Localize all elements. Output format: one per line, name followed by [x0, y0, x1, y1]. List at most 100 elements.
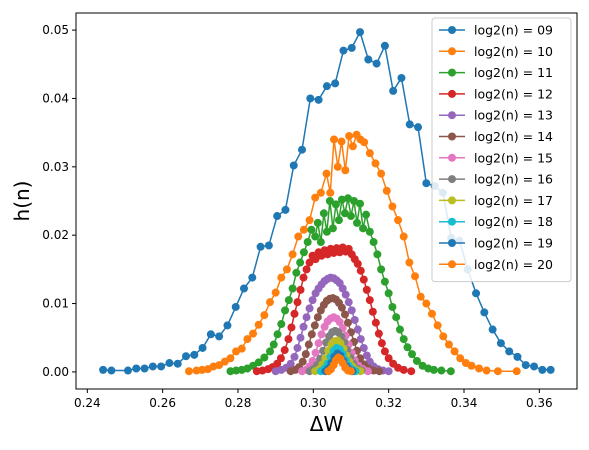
- legend-marker: [448, 260, 456, 269]
- legend-marker: [448, 26, 456, 34]
- data-point-log2-n-12-43: [399, 365, 408, 374]
- data-point-log2-n-09-24: [306, 94, 315, 103]
- data-point-log2-n-11-33: [353, 218, 362, 227]
- data-point-log2-n-11-16: [299, 248, 308, 257]
- data-point-log2-n-11-45: [395, 325, 404, 334]
- data-point-log2-n-14-7: [310, 321, 319, 330]
- y-tick-label: 0.05: [42, 23, 69, 37]
- legend-entry-log2-n-10: log2(n) = 10: [439, 44, 553, 59]
- legend-label: log2(n) = 17: [474, 193, 553, 208]
- data-point-log2-n-10-24: [322, 169, 331, 178]
- data-point-log2-n-15-12: [335, 318, 344, 326]
- data-point-log2-n-11-28: [337, 195, 346, 204]
- data-point-log2-n-10-46: [427, 309, 436, 318]
- data-point-log2-n-09-45: [480, 308, 489, 317]
- data-point-log2-n-10-27: [333, 162, 342, 171]
- data-point-log2-n-10-22: [311, 193, 320, 202]
- data-point-log2-n-09-10: [190, 350, 199, 359]
- data-point-log2-n-09-37: [414, 123, 423, 132]
- data-point-log2-n-10-18: [288, 250, 297, 259]
- data-point-log2-n-09-7: [165, 359, 174, 368]
- data-point-log2-n-10-25: [326, 188, 335, 197]
- data-point-log2-n-12-34: [365, 296, 374, 305]
- data-point-log2-n-10-44: [416, 292, 425, 301]
- x-tick-label: 0.26: [149, 396, 176, 410]
- data-point-log2-n-10-51: [456, 354, 465, 363]
- data-point-log2-n-11-53: [437, 366, 446, 375]
- data-point-log2-n-11-38: [369, 238, 378, 247]
- data-point-log2-n-12-12: [299, 273, 308, 282]
- data-point-log2-n-09-16: [240, 284, 248, 293]
- data-point-log2-n-12-11: [296, 285, 305, 294]
- data-point-log2-n-11-32: [350, 197, 358, 205]
- legend-marker: [448, 175, 456, 184]
- legend-entry-log2-n-12: log2(n) = 12: [439, 86, 553, 101]
- data-point-log2-n-09-27: [331, 79, 340, 88]
- data-point-log2-n-11-39: [373, 250, 382, 259]
- legend-label: log2(n) = 13: [474, 108, 553, 123]
- data-point-log2-n-10-39: [388, 202, 397, 211]
- data-point-log2-n-10-29: [341, 166, 350, 175]
- data-point-log2-n-09-8: [173, 359, 182, 368]
- data-point-log2-n-10-28: [337, 137, 346, 146]
- data-point-log2-n-10-10: [243, 335, 252, 344]
- series-log2-n-09: [99, 28, 555, 375]
- data-point-log2-n-11-35: [359, 224, 368, 233]
- data-point-log2-n-13-23: [347, 306, 356, 315]
- data-point-log2-n-10-16: [277, 273, 286, 282]
- data-point-log2-n-09-15: [231, 302, 240, 311]
- legend-label: log2(n) = 14: [474, 129, 553, 144]
- data-point-log2-n-11-48: [408, 350, 417, 359]
- data-point-log2-n-11-26: [331, 200, 340, 209]
- y-tick-label: 0.02: [42, 228, 69, 242]
- legend-entry-log2-n-18: log2(n) = 18: [439, 214, 553, 229]
- legend-entry-log2-n-14: log2(n) = 14: [439, 129, 553, 144]
- data-point-log2-n-09-21: [281, 205, 290, 214]
- data-point-log2-n-10-7: [226, 354, 235, 363]
- data-point-log2-n-11-18: [307, 225, 316, 234]
- x-axis: 0.24 0.26 0.28 0.30 0.32 0.34 0.36: [74, 389, 553, 410]
- data-point-log2-n-10-15: [271, 288, 280, 297]
- data-point-log2-n-12-7: [284, 335, 293, 344]
- data-point-log2-n-14-8: [313, 313, 322, 322]
- data-point-log2-n-09-3: [132, 364, 141, 373]
- data-point-log2-n-11-14: [292, 268, 301, 277]
- data-point-log2-n-13-27: [359, 343, 368, 352]
- data-point-log2-n-12-40: [384, 354, 393, 363]
- data-point-log2-n-13-7: [299, 322, 308, 331]
- data-point-log2-n-09-22: [289, 161, 298, 170]
- data-point-log2-n-13-28: [362, 351, 371, 360]
- data-point-log2-n-13-20: [338, 284, 347, 293]
- series-layer: [99, 28, 555, 376]
- data-point-log2-n-11-10: [277, 320, 286, 329]
- data-point-log2-n-12-33: [362, 285, 371, 294]
- data-point-log2-n-12-5: [276, 354, 285, 363]
- data-point-log2-n-10-35: [365, 149, 374, 158]
- data-point-log2-n-11-47: [403, 343, 412, 352]
- data-point-log2-n-11-29: [340, 209, 349, 218]
- data-point-log2-n-14-26: [375, 367, 384, 376]
- data-point-log2-n-10-21: [305, 216, 314, 225]
- data-point-log2-n-09-35: [397, 73, 406, 82]
- data-point-log2-n-11-40: [377, 265, 386, 274]
- data-point-log2-n-11-7: [266, 347, 274, 356]
- data-point-log2-n-10-57: [512, 367, 521, 376]
- data-point-log2-n-11-5: [254, 358, 263, 367]
- data-point-log2-n-10-31: [348, 142, 357, 151]
- data-point-log2-n-11-37: [365, 227, 374, 236]
- legend-label: log2(n) = 19: [474, 236, 553, 251]
- series-log2-n-10: [185, 130, 521, 376]
- legend-marker: [448, 111, 456, 120]
- data-point-log2-n-10-13: [260, 311, 269, 320]
- data-point-log2-n-11-12: [284, 296, 293, 305]
- data-point-log2-n-10-56: [493, 367, 502, 376]
- data-point-log2-n-13-10: [308, 296, 317, 305]
- legend-marker: [448, 239, 456, 247]
- legend-entry-log2-n-16: log2(n) = 16: [439, 172, 553, 187]
- legend-box: [431, 17, 572, 283]
- data-point-log2-n-13-26: [356, 335, 365, 344]
- y-axis: 0.00 0.01 0.02 0.03 0.04 0.05: [42, 23, 76, 379]
- data-point-log2-n-12-36: [371, 318, 380, 327]
- legend-entry-log2-n-19: log2(n) = 19: [439, 236, 553, 251]
- data-point-log2-n-13-9: [305, 304, 314, 313]
